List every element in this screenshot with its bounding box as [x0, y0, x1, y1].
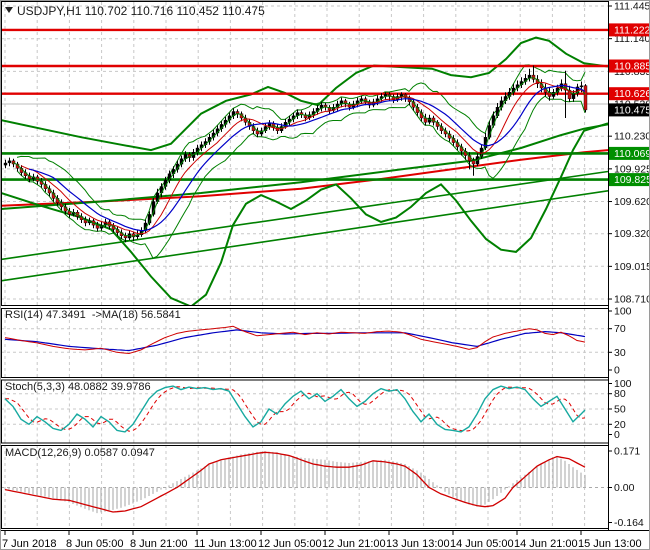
- time-axis-label: 8 Jun 21:00: [130, 538, 188, 550]
- one-click-trading-icon[interactable]: [5, 7, 13, 13]
- long-ma-green[interactable]: [1, 123, 608, 210]
- svg-text:30: 30: [614, 347, 626, 359]
- svg-text:110.230: 110.230: [614, 131, 650, 143]
- price-badge-label: 110.475: [614, 104, 650, 116]
- svg-text:-0.164: -0.164: [614, 517, 644, 529]
- stoch-main-line: [4, 385, 586, 433]
- svg-text:109.620: 109.620: [614, 196, 650, 208]
- price-axis[interactable]: 111.445111.140110.835110.530110.230109.9…: [608, 1, 650, 529]
- time-axis[interactable]: 7 Jun 2018 8 Jun 05:00 8 Jun 21:00 11 Jun 1…: [1, 530, 650, 550]
- narrow-band-upper: [16, 64, 586, 222]
- fast-ma-green: [12, 77, 586, 237]
- price-badge-resistance: [609, 23, 649, 37]
- macd-indicator-label: MACD(12,26,9) 0.0587 0.0947: [5, 447, 155, 459]
- narrow-band-lower: [16, 95, 586, 259]
- time-axis-label: 7 Jun 2018: [2, 538, 56, 550]
- rsi-indicator-label: RSI(14) 47.3491 ->MA(18) 56.5841: [5, 309, 181, 321]
- time-axis-label: 12 Jun 21:00: [322, 538, 386, 550]
- stoch-indicator-label: Stoch(5,3,3) 48.0882 39.9786: [5, 381, 151, 393]
- time-axis-label: 15 Jun 13:00: [578, 538, 642, 550]
- rsi-panel[interactable]: [4, 325, 586, 355]
- candles[interactable]: [3, 65, 588, 243]
- svg-text:70: 70: [614, 323, 626, 335]
- svg-text:109.925: 109.925: [614, 163, 650, 175]
- svg-text:111.445: 111.445: [614, 1, 650, 13]
- time-axis-label: 14 Jun 21:00: [514, 538, 578, 550]
- time-axis-label: 12 Jun 05:00: [258, 538, 322, 550]
- price-badge-current: [609, 103, 649, 117]
- price-badge-label: 109.825: [614, 174, 650, 186]
- svg-text:109.320: 109.320: [614, 228, 650, 240]
- svg-text:108.710: 108.710: [614, 294, 650, 306]
- time-axis-label: 8 Jun 05:00: [66, 538, 124, 550]
- svg-text:0: 0: [614, 429, 620, 441]
- price-badge-support: [609, 146, 649, 160]
- svg-text:0.171: 0.171: [614, 446, 640, 458]
- svg-text:100: 100: [614, 306, 632, 318]
- ascending-trendline-lower[interactable]: [1, 190, 608, 282]
- main-price-panel[interactable]: [1, 28, 608, 307]
- price-badge-support: [609, 173, 649, 187]
- price-badge-label: 110.069: [614, 148, 650, 160]
- price-badge-label: 110.626: [614, 88, 650, 100]
- price-badge-label: 111.222: [614, 24, 650, 36]
- fast-ma-blue: [28, 84, 586, 232]
- ascending-trendline-upper[interactable]: [1, 170, 608, 261]
- svg-text:20: 20: [614, 419, 626, 431]
- svg-text:0: 0: [614, 365, 620, 377]
- fast-ma-red: [20, 81, 586, 235]
- macd-signal-line: [4, 451, 586, 513]
- symbol-header: USDJPY,H1 110.702 110.716 110.452 110.47…: [17, 4, 265, 18]
- rsi-line: [4, 325, 586, 355]
- price-badge-label: 110.885: [614, 61, 650, 73]
- price-badge-resistance: [609, 59, 649, 73]
- lower-band-line[interactable]: [1, 122, 608, 306]
- upper-band-line[interactable]: [1, 36, 608, 152]
- price-badge-resistance: [609, 87, 649, 101]
- svg-text:50: 50: [614, 404, 626, 416]
- svg-text:109.015: 109.015: [614, 261, 650, 273]
- time-axis-label: 13 Jun 13:00: [386, 538, 450, 550]
- macd-panel[interactable]: [4, 451, 586, 514]
- svg-text:0.00: 0.00: [614, 482, 635, 494]
- time-axis-label: 11 Jun 13:00: [194, 538, 257, 550]
- time-axis-label: 14 Jun 05:00: [450, 538, 514, 550]
- svg-text:100: 100: [614, 378, 632, 390]
- svg-text:80: 80: [614, 388, 626, 400]
- stoch-panel[interactable]: [4, 385, 586, 433]
